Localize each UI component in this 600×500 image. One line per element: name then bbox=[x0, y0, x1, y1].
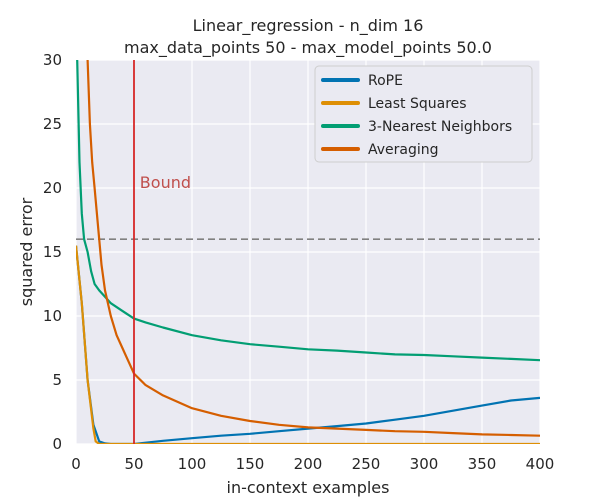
legend: RoPE Least Squares 3-Nearest Neighbors Aver… bbox=[314, 65, 533, 163]
x-tick-label: 250 bbox=[352, 455, 381, 473]
series-line-3-nearest-neighbors bbox=[76, 60, 540, 362]
x-tick-label: 100 bbox=[178, 455, 207, 473]
series-group bbox=[76, 60, 540, 444]
chart-title-line2: max_data_points 50 - max_model_points 50… bbox=[124, 38, 492, 58]
x-tick-label: 400 bbox=[526, 455, 555, 473]
chart-title-line1: Linear_regression - n_dim 16 bbox=[193, 16, 424, 36]
series-line-least-squares bbox=[76, 245, 540, 444]
legend-label: Averaging bbox=[368, 142, 439, 158]
y-tick-label: 30 bbox=[43, 51, 62, 69]
y-tick-label: 0 bbox=[52, 435, 62, 453]
legend-box bbox=[314, 65, 533, 163]
bound-annotation: Bound bbox=[140, 173, 191, 192]
x-tick-labels: 0 50 100 150 200 250 300 350 400 bbox=[71, 455, 554, 473]
series-line-rope bbox=[76, 245, 540, 444]
y-tick-label: 5 bbox=[52, 371, 62, 389]
legend-label: Least Squares bbox=[368, 96, 467, 112]
x-tick-label: 0 bbox=[71, 455, 81, 473]
legend-label: 3-Nearest Neighbors bbox=[368, 119, 512, 135]
y-axis-label: squared error bbox=[17, 197, 36, 306]
series-line-averaging bbox=[86, 60, 540, 437]
y-tick-label: 20 bbox=[43, 179, 62, 197]
x-tick-label: 300 bbox=[410, 455, 439, 473]
y-tick-label: 15 bbox=[43, 243, 62, 261]
x-tick-label: 50 bbox=[124, 455, 143, 473]
y-tick-label: 10 bbox=[43, 307, 62, 325]
legend-label: RoPE bbox=[368, 73, 403, 89]
x-axis-label: in-context examples bbox=[227, 478, 390, 497]
y-tick-labels: 0 5 10 15 20 25 30 bbox=[43, 51, 62, 453]
x-tick-label: 150 bbox=[236, 455, 265, 473]
y-tick-label: 25 bbox=[43, 115, 62, 133]
x-tick-label: 350 bbox=[468, 455, 497, 473]
x-tick-label: 200 bbox=[294, 455, 323, 473]
